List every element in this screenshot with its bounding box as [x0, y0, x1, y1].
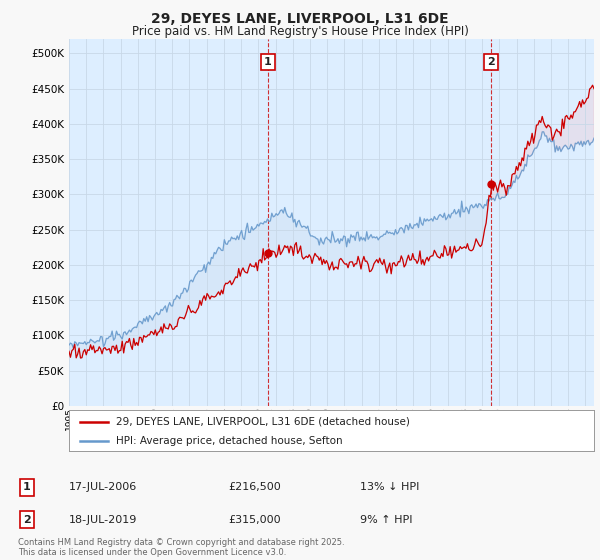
Text: 17-JUL-2006: 17-JUL-2006 [69, 482, 137, 492]
Text: 18-JUL-2019: 18-JUL-2019 [69, 515, 137, 525]
Text: 1: 1 [264, 57, 272, 67]
Text: HPI: Average price, detached house, Sefton: HPI: Average price, detached house, Seft… [116, 436, 343, 446]
Text: 1: 1 [23, 482, 31, 492]
Text: 29, DEYES LANE, LIVERPOOL, L31 6DE (detached house): 29, DEYES LANE, LIVERPOOL, L31 6DE (deta… [116, 417, 410, 427]
Text: £315,000: £315,000 [228, 515, 281, 525]
Text: 2: 2 [23, 515, 31, 525]
Text: £216,500: £216,500 [228, 482, 281, 492]
Text: 29, DEYES LANE, LIVERPOOL, L31 6DE: 29, DEYES LANE, LIVERPOOL, L31 6DE [151, 12, 449, 26]
Text: 2: 2 [488, 57, 495, 67]
Text: 9% ↑ HPI: 9% ↑ HPI [360, 515, 413, 525]
Text: Price paid vs. HM Land Registry's House Price Index (HPI): Price paid vs. HM Land Registry's House … [131, 25, 469, 38]
Text: Contains HM Land Registry data © Crown copyright and database right 2025.
This d: Contains HM Land Registry data © Crown c… [18, 538, 344, 557]
Text: 13% ↓ HPI: 13% ↓ HPI [360, 482, 419, 492]
